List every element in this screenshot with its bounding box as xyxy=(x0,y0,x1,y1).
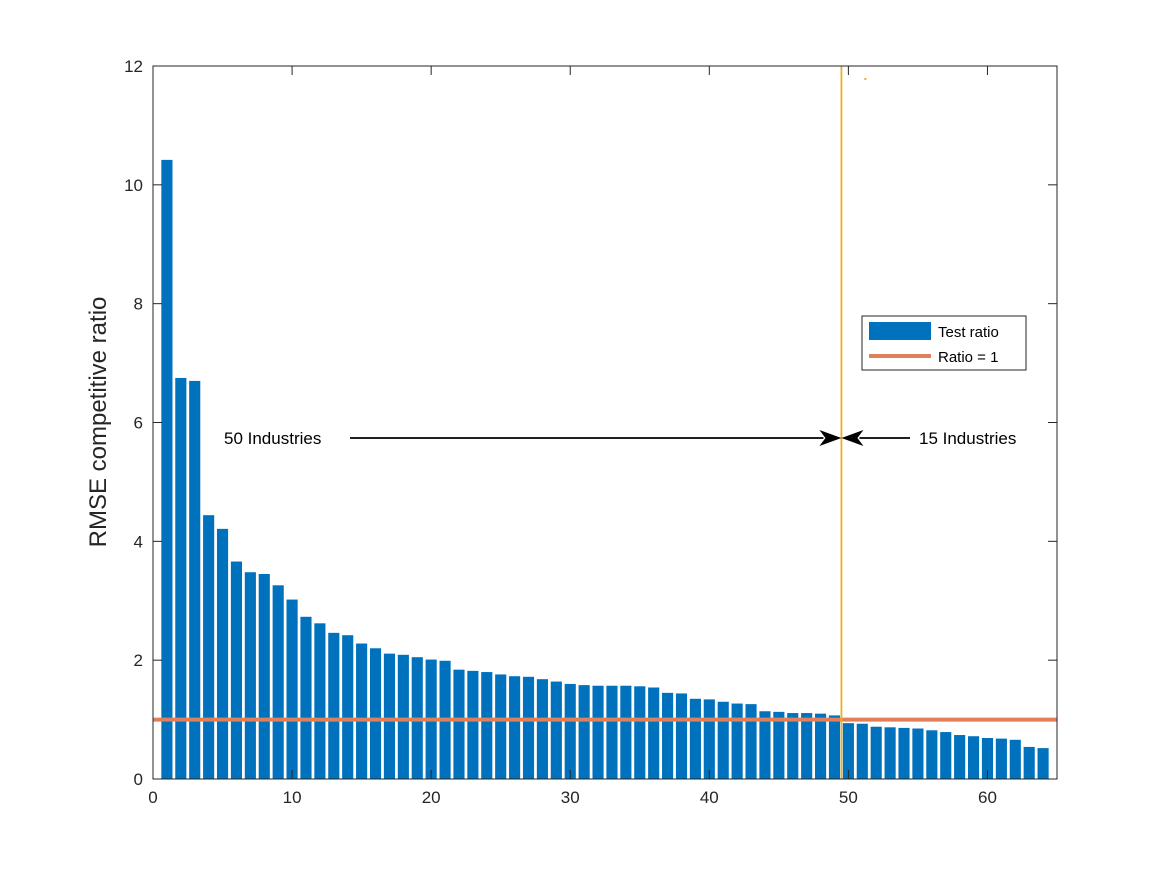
bar xyxy=(606,685,618,779)
annotation-15-industries: 15 Industries xyxy=(919,429,1016,448)
x-tick-label: 30 xyxy=(561,788,580,807)
bar xyxy=(662,692,674,779)
arrow-left-head xyxy=(841,430,864,446)
bar xyxy=(745,704,757,779)
bar xyxy=(536,679,548,779)
bar xyxy=(592,685,604,779)
x-tick-label: 10 xyxy=(283,788,302,807)
bar xyxy=(634,686,646,779)
legend-label-test-ratio: Test ratio xyxy=(938,324,999,341)
bar xyxy=(689,698,701,779)
bar xyxy=(856,723,868,779)
bar xyxy=(314,623,326,779)
bar xyxy=(342,635,354,779)
bar xyxy=(940,732,952,779)
x-tick-label: 20 xyxy=(422,788,441,807)
y-tick-label: 10 xyxy=(124,176,143,195)
bar xyxy=(731,703,743,779)
bar xyxy=(703,699,715,779)
axes xyxy=(152,65,1058,780)
y-tick-label: 6 xyxy=(134,414,143,433)
bar xyxy=(216,528,229,779)
bar xyxy=(884,727,896,779)
annotation-50-industries: 50 Industries xyxy=(224,429,321,448)
bar xyxy=(1009,739,1021,779)
bar-series-test-ratio xyxy=(161,159,1049,779)
bar xyxy=(954,735,966,779)
bar xyxy=(578,685,590,779)
bar xyxy=(926,730,938,779)
bar xyxy=(967,736,980,779)
y-tick-label: 4 xyxy=(134,532,143,551)
y-tick-label: 8 xyxy=(134,295,143,314)
legend: Test ratio Ratio = 1 xyxy=(861,315,1027,371)
bar xyxy=(203,515,215,779)
bar xyxy=(773,711,785,779)
bar xyxy=(369,648,382,779)
bar xyxy=(495,674,507,779)
bar xyxy=(1023,746,1035,779)
bar xyxy=(286,599,298,779)
bar xyxy=(564,683,576,779)
bar xyxy=(675,693,688,779)
annotations: 50 Industries 15 Industries xyxy=(224,429,1016,448)
bar xyxy=(648,687,660,779)
tick-labels: 0 10 20 30 40 50 60 0 2 4 6 8 10 12 xyxy=(124,57,997,807)
bar xyxy=(356,643,368,779)
legend-label-ratio-1: Ratio = 1 xyxy=(938,349,998,366)
bar xyxy=(912,728,924,779)
y-axis-label: RMSE competitive ratio xyxy=(85,297,112,548)
bar xyxy=(842,723,854,779)
bar xyxy=(815,713,827,779)
bar xyxy=(1037,748,1049,779)
x-tick-label: 0 xyxy=(148,788,157,807)
bar xyxy=(328,632,340,779)
bar xyxy=(787,713,799,779)
bar xyxy=(898,727,910,779)
x-tick-label: 50 xyxy=(839,788,858,807)
bar xyxy=(620,685,632,779)
bar xyxy=(244,572,256,779)
y-tick-label: 0 xyxy=(134,770,143,789)
bar xyxy=(509,676,521,779)
x-tick-label: 60 xyxy=(978,788,997,807)
bar xyxy=(828,715,841,779)
bar xyxy=(870,726,882,779)
legend-swatch-test-ratio xyxy=(869,322,931,340)
bar xyxy=(300,616,312,779)
arrow-right-head xyxy=(819,430,842,446)
divider-group xyxy=(840,66,867,779)
bar xyxy=(522,676,535,779)
bar xyxy=(717,701,729,779)
bar xyxy=(230,561,243,779)
bar xyxy=(161,159,173,779)
bar xyxy=(981,738,994,779)
y-tick-label: 12 xyxy=(124,57,143,76)
bar xyxy=(550,681,562,779)
bar xyxy=(272,585,284,779)
y-tick-label: 2 xyxy=(134,651,143,670)
bar xyxy=(759,711,771,779)
bar xyxy=(189,380,201,779)
stray-dot xyxy=(864,78,867,80)
x-tick-label: 40 xyxy=(700,788,719,807)
bar xyxy=(258,574,270,779)
bar xyxy=(175,377,187,779)
bar xyxy=(397,654,409,779)
bar xyxy=(801,713,813,779)
bar xyxy=(467,670,479,779)
bar xyxy=(383,653,395,779)
bar xyxy=(453,669,465,779)
bar xyxy=(995,738,1007,779)
bar xyxy=(481,672,493,779)
